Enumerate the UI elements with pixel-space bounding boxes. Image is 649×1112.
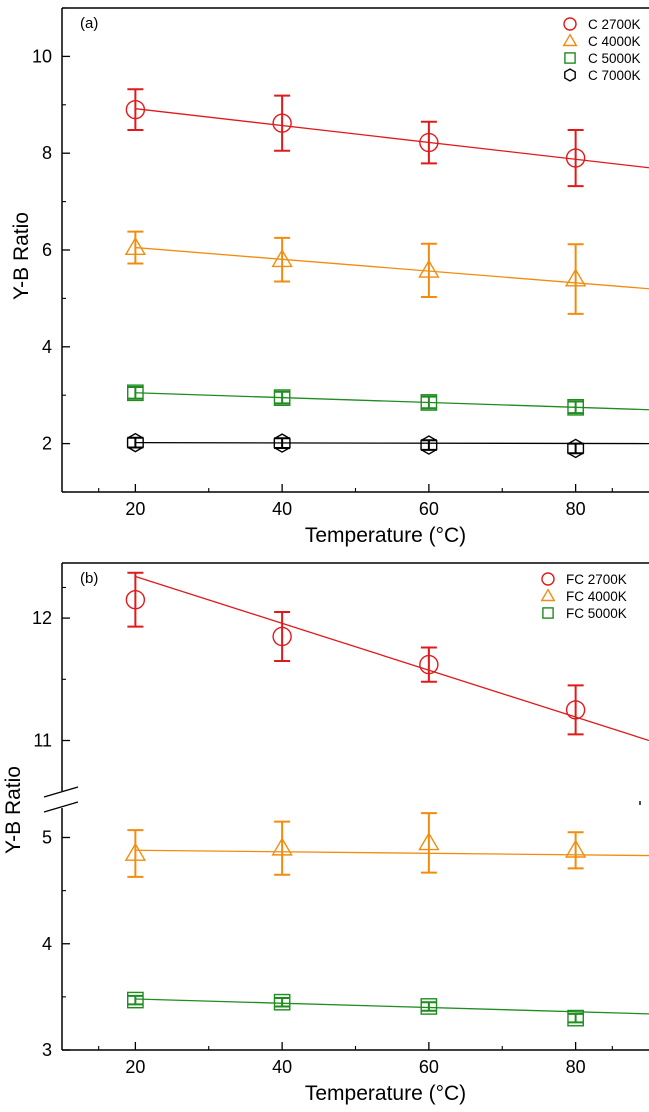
panel-a-x-axis-title: Temperature (°C) — [305, 524, 466, 547]
panel-b-x-tick-label: 40 — [272, 1057, 292, 1077]
panel-a-series-c-5000k — [127, 384, 649, 416]
panel-a-series-c-2700k — [125, 88, 649, 188]
panel-b-data-point — [127, 991, 144, 1009]
panel-a-y-tick-label: 4 — [42, 337, 52, 357]
panel-b-legend-entry: FC 4000K — [566, 589, 627, 604]
panel-b-data-point — [271, 837, 293, 856]
panel-a-y-axis-title: Y-B Ratio — [10, 212, 33, 300]
panel-a-data-point — [271, 248, 293, 268]
panel-a-legend-entry: C 2700K — [588, 17, 641, 32]
panel-b-y-tick-label: 12 — [32, 608, 52, 628]
panel-a-x-tick-label: 40 — [272, 499, 292, 519]
panel-a-fit-line — [135, 246, 649, 290]
panel-a-data-point — [272, 113, 292, 133]
panel-a-legend-marker — [564, 68, 576, 82]
panel-b-fit-line — [135, 575, 649, 742]
panel-b-x-tick-label: 80 — [566, 1057, 586, 1077]
panel-a-data-point — [273, 389, 291, 406]
panel-a-fit-line — [135, 108, 649, 169]
panel-a-y-tick-label: 8 — [42, 143, 52, 163]
panel-a-legend-marker — [562, 33, 578, 47]
panel-b-data-point — [419, 654, 439, 675]
panel-b-y-axis-title: Y-B Ratio — [2, 766, 25, 854]
panel-b-data-point — [564, 839, 587, 858]
panel-a-data-point — [418, 259, 440, 278]
panel-b-legend-entry: FC 2700K — [566, 572, 627, 587]
panel-a-data-point — [564, 268, 587, 287]
panel-b-data-point — [567, 1009, 584, 1027]
panel-b-series-fc-4000k — [124, 812, 649, 878]
panel-a-y-tick-label: 2 — [42, 434, 52, 454]
panel-b-x-tick-label: 60 — [419, 1057, 439, 1077]
panel-a-panel-label: (a) — [80, 15, 98, 32]
chart-panel-b: 20 40 60 80 11 12 3 4 5 Temperature (°C) Y-B Ratio… — [2, 562, 649, 1105]
panel-a-y-tick-label: 10 — [32, 46, 52, 66]
panel-a-legend-entry: C 7000K — [588, 68, 641, 83]
panel-a-data-point — [567, 398, 584, 416]
panel-a-x-tick-label: 80 — [566, 499, 586, 519]
panel-b-y-tick-label: 5 — [42, 828, 52, 848]
panel-a-data-point — [125, 99, 146, 120]
panel-a-data-point — [419, 132, 439, 153]
panel-b-series-fc-2700k — [125, 571, 649, 742]
panel-b-legend-entry: FC 5000K — [566, 606, 627, 621]
panel-a-data-point — [420, 435, 438, 455]
panel-a-fit-line — [135, 441, 649, 445]
panel-b-fit-line — [135, 849, 649, 857]
panel-b-panel-label: (b) — [80, 570, 98, 587]
panel-a-fit-line — [135, 392, 649, 411]
panel-a-series-c-7000k — [126, 432, 649, 459]
panel-b-x-axis-title: Temperature (°C) — [305, 1082, 466, 1105]
panel-b-legend-marker — [540, 588, 556, 602]
panel-b-data-point — [125, 590, 146, 610]
panel-a-x-tick-label: 20 — [125, 499, 145, 519]
chart-panel-a: 20 40 60 80 2 4 6 8 10 Temperature (°C) Y-B Ratio (… — [10, 7, 649, 547]
panel-b-series-fc-5000k — [127, 991, 649, 1027]
panel-a-data-point — [126, 432, 144, 453]
panel-a-data-point — [567, 438, 585, 459]
panel-a-data-point — [565, 148, 586, 168]
panel-b-axis-break-mark — [43, 786, 79, 798]
panel-a-legend-marker — [563, 17, 577, 31]
panel-a-series-c-4000k — [124, 230, 649, 315]
panel-b-y-tick-label: 11 — [33, 731, 52, 751]
panel-b-fit-line — [135, 998, 649, 1015]
panel-b-axis-break-mark — [43, 801, 79, 813]
panel-b-y-tick-label: 4 — [42, 934, 52, 954]
panel-b-y-tick-label: 3 — [42, 1040, 52, 1060]
panel-a-x-tick-label: 60 — [419, 499, 439, 519]
panel-b-data-point — [124, 842, 147, 861]
panel-a-legend-entry: C 4000K — [588, 34, 641, 49]
panel-a-data-point — [127, 384, 144, 402]
panel-a-data-point — [124, 236, 147, 256]
panel-b-data-point — [272, 626, 292, 647]
panel-a-y-tick-label: 6 — [42, 240, 52, 260]
panel-b-data-point — [565, 700, 586, 720]
panel-b-legend-marker — [541, 572, 555, 586]
panel-b-data-point — [273, 993, 291, 1011]
panel-b-data-point — [420, 998, 438, 1015]
panel-b-legend-marker — [542, 607, 554, 619]
panel-a-legend-marker — [564, 52, 576, 64]
panel-b-x-tick-label: 20 — [125, 1057, 145, 1077]
panel-b-data-point — [418, 831, 440, 851]
panel-a-data-point — [273, 433, 291, 453]
panel-a-legend-entry: C 5000K — [588, 51, 641, 66]
panel-a-data-point — [420, 394, 438, 411]
